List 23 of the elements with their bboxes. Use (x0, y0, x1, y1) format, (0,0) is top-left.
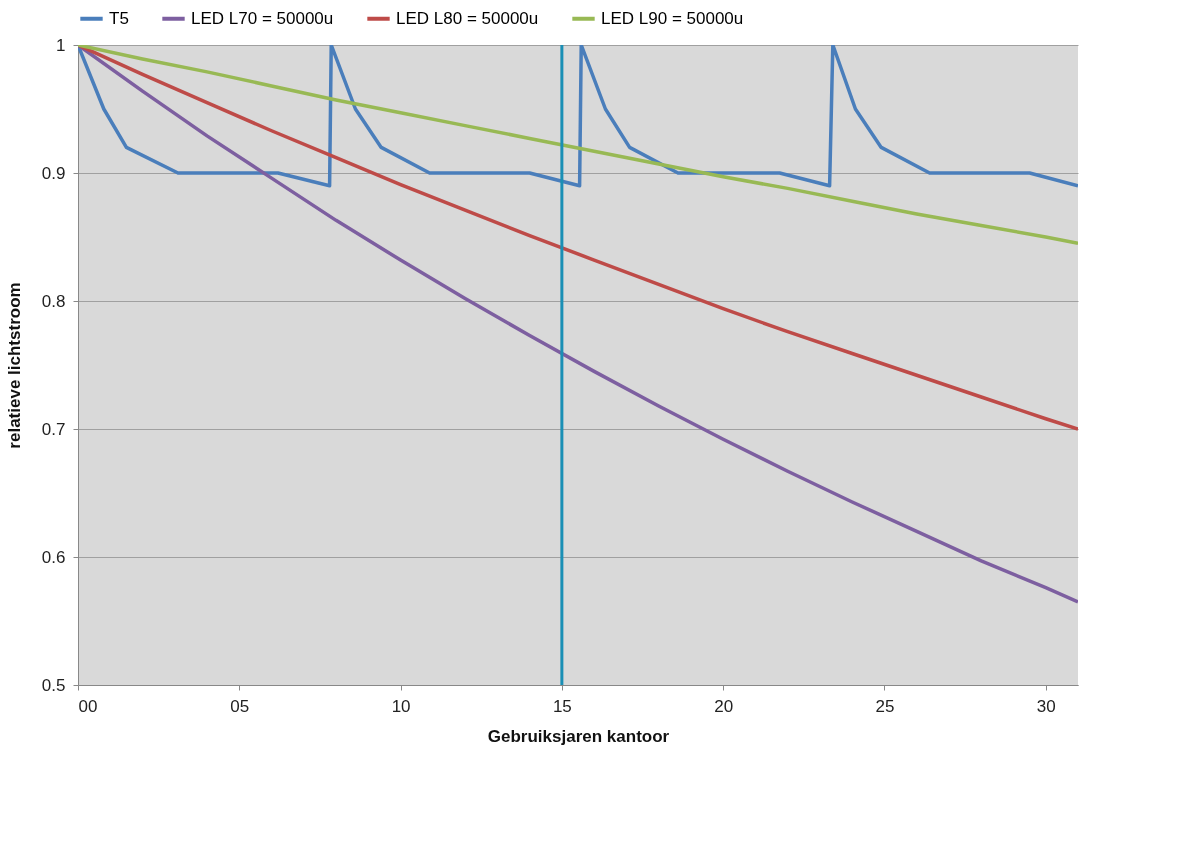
x-tick-label: 00 (78, 696, 98, 716)
y-tick-label: 0.9 (41, 163, 66, 183)
x-tick-label: 10 (391, 696, 411, 716)
legend-label: T5 (109, 8, 129, 28)
x-tick-label: 05 (230, 696, 250, 716)
y-tick-label: 0.8 (41, 291, 66, 311)
x-tick-label: 30 (1036, 696, 1056, 716)
y-tick-label: 0.5 (41, 675, 66, 695)
y-tick-label: 1 (56, 35, 66, 55)
line-series (78, 45, 1078, 246)
line-series (78, 45, 1078, 604)
x-axis-title: Gebruiksjaren kantoor (487, 726, 670, 746)
x-tick-label: 15 (552, 696, 572, 716)
legend-label: LED L80 = 50000u (396, 8, 539, 28)
legend-label: LED L90 = 50000u (601, 8, 744, 28)
line-series (78, 45, 1078, 431)
x-tick-label: 20 (714, 696, 734, 716)
y-tick-label: 0.7 (41, 419, 66, 439)
x-tick-label: 25 (875, 696, 895, 716)
y-axis-title: relatieve lichtstroom (4, 282, 24, 449)
y-tick-label: 0.6 (41, 547, 66, 567)
legend-label: LED L70 = 50000u (191, 8, 334, 28)
line-series (78, 45, 1078, 188)
